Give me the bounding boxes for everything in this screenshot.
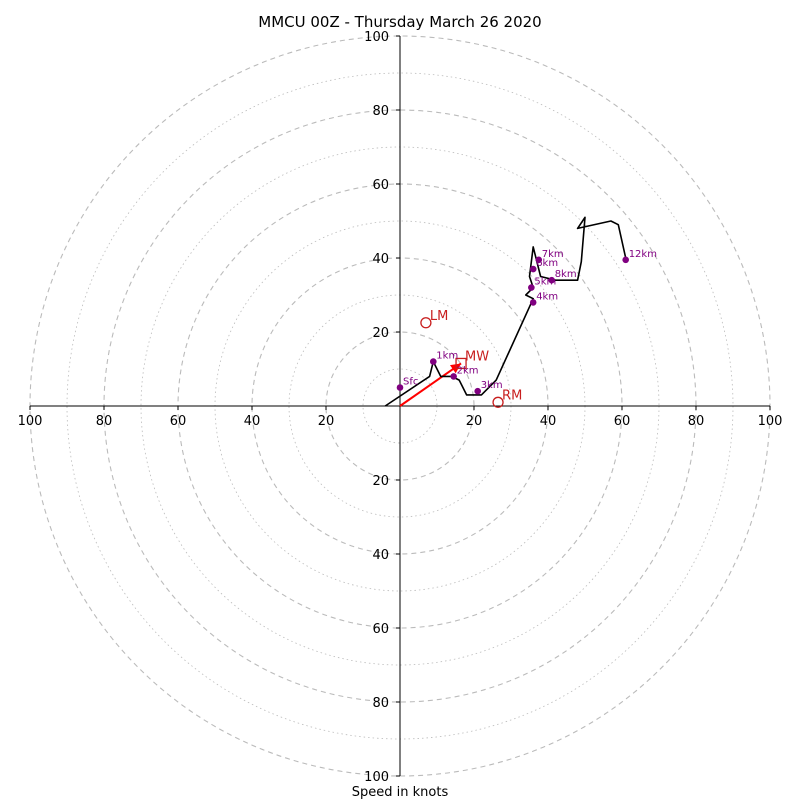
- x-tick-label: 40: [244, 414, 261, 429]
- height-label: 3km: [481, 380, 503, 391]
- y-tick-label: 40: [372, 548, 389, 563]
- x-tick-label: 100: [18, 414, 43, 429]
- height-point: [529, 265, 537, 273]
- y-tick-label: 40: [372, 252, 389, 267]
- mean-wind-vector: [399, 362, 462, 407]
- y-tick-label: 60: [372, 622, 389, 637]
- height-label: 5km: [534, 277, 556, 288]
- chart-title: MMCU 00Z - Thursday March 26 2020: [258, 13, 541, 31]
- y-tick-label: 60: [372, 178, 389, 193]
- rm-marker: [492, 396, 504, 408]
- hodograph-trace: [384, 216, 627, 407]
- x-tick-label: 60: [170, 414, 187, 429]
- x-tick-label: 80: [96, 414, 113, 429]
- height-label: 4km: [536, 291, 558, 302]
- height-label: 6km: [536, 258, 558, 269]
- storm-motion-layer: LM RM MW: [399, 309, 522, 408]
- height-point: [430, 358, 437, 365]
- height-label: 12km: [629, 249, 657, 260]
- lm-label: LM: [430, 309, 448, 324]
- y-tick-label: 80: [372, 104, 389, 119]
- rm-label: RM: [502, 388, 522, 403]
- x-tick-label: 20: [466, 414, 483, 429]
- x-tick-label: 80: [688, 414, 705, 429]
- x-tick-label: 20: [318, 414, 335, 429]
- height-label: 7km: [542, 249, 564, 260]
- y-tick-label: 100: [364, 30, 389, 45]
- height-label: 8km: [555, 269, 577, 280]
- x-axis-label: Speed in knots: [352, 785, 449, 800]
- axis-ticks: 100 100 80 80 60 60 40 40 20 20 20 20 40 40 60 60 80 80 10…: [18, 30, 783, 785]
- height-label: 1km: [436, 351, 458, 362]
- y-tick-label: 80: [372, 696, 389, 711]
- y-tick-label: 20: [372, 474, 389, 489]
- x-tick-label: 60: [614, 414, 631, 429]
- mw-label: MW: [465, 349, 489, 364]
- height-point: [474, 387, 482, 395]
- x-tick-label: 100: [758, 414, 783, 429]
- height-point: [396, 384, 404, 391]
- x-tick-label: 40: [540, 414, 557, 429]
- height-point: [535, 256, 543, 264]
- height-point: [548, 276, 555, 284]
- lm-marker: [420, 317, 432, 329]
- height-point: [622, 256, 629, 264]
- height-label: 2km: [457, 365, 479, 376]
- hodograph-trace-layer: [384, 216, 627, 407]
- height-label: Sfc: [403, 377, 418, 388]
- height-point: [528, 284, 535, 291]
- mean-wind-marker: [455, 357, 467, 370]
- height-point: [529, 299, 537, 306]
- y-tick-label: 100: [364, 770, 389, 785]
- y-tick-label: 20: [372, 326, 389, 341]
- height-point: [450, 373, 457, 380]
